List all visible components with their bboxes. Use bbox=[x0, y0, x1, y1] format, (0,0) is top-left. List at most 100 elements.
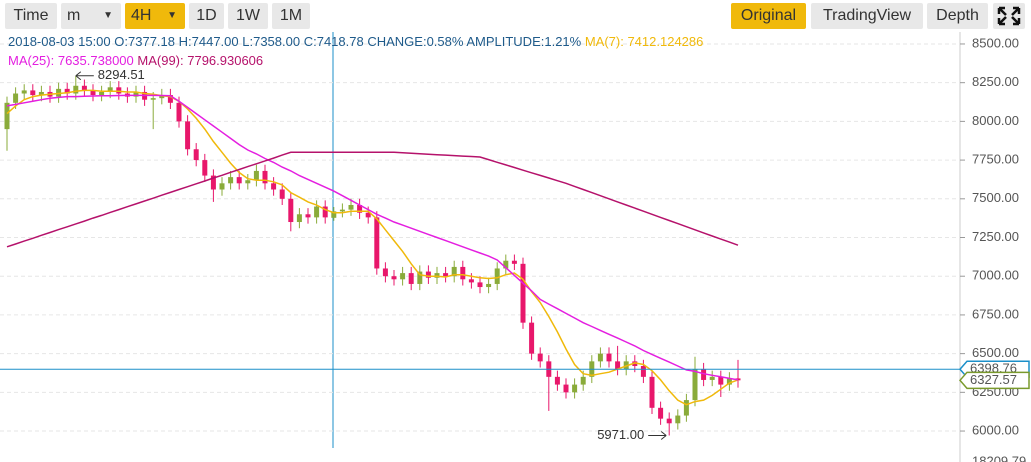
candle-body bbox=[253, 170, 259, 181]
candle-body bbox=[38, 91, 44, 96]
y-tick-label: 8500.00 bbox=[972, 35, 1019, 50]
candle-body bbox=[692, 369, 698, 401]
y-tick-label: 7250.00 bbox=[972, 229, 1019, 244]
candle-body bbox=[597, 353, 603, 362]
candle-body bbox=[374, 217, 380, 269]
candle-body bbox=[133, 91, 139, 97]
candle-body bbox=[563, 384, 569, 393]
info-low: L:7358.00 bbox=[242, 34, 300, 49]
candle-body bbox=[640, 366, 646, 377]
candle-body bbox=[279, 189, 285, 199]
candle-body bbox=[107, 87, 113, 92]
candle-body bbox=[228, 177, 234, 184]
fullscreen-icon bbox=[997, 6, 1021, 26]
fullscreen-button[interactable] bbox=[993, 3, 1025, 29]
candle-body bbox=[202, 160, 208, 176]
candle-body bbox=[460, 266, 466, 280]
button-label: 4H bbox=[131, 7, 152, 24]
candle-body bbox=[606, 353, 612, 362]
y-tick-label: 7500.00 bbox=[972, 190, 1019, 205]
candle-body bbox=[468, 279, 474, 283]
candle-body bbox=[408, 273, 414, 284]
max-label: 8294.51 bbox=[98, 67, 145, 82]
candle-body bbox=[675, 415, 681, 424]
view-button[interactable]: Original bbox=[731, 3, 806, 29]
candle-body bbox=[288, 198, 294, 223]
ma-line bbox=[6, 94, 739, 381]
candle-body bbox=[726, 378, 732, 385]
candle-body bbox=[451, 266, 457, 277]
candle-body bbox=[185, 121, 191, 150]
legend-entry: MA(99): 7796.930606 bbox=[137, 53, 263, 68]
info-open: O:7377.18 bbox=[114, 34, 175, 49]
y-tick-label: 7750.00 bbox=[972, 152, 1019, 167]
candle-body bbox=[701, 369, 707, 380]
candle-body bbox=[236, 177, 242, 184]
candle-body bbox=[176, 102, 182, 122]
candle-body bbox=[90, 90, 96, 96]
candle-body bbox=[718, 376, 724, 385]
min-arrow bbox=[648, 431, 667, 440]
interval-button[interactable]: m ▼ bbox=[61, 3, 121, 29]
info-close: C:7418.78 bbox=[304, 34, 364, 49]
ma-line bbox=[6, 151, 739, 248]
candle-body bbox=[683, 400, 689, 416]
candle-body bbox=[658, 407, 664, 419]
info-change: CHANGE:0.58% bbox=[367, 34, 464, 49]
candle-body bbox=[417, 271, 423, 284]
candle-body bbox=[193, 149, 199, 161]
candle-body bbox=[64, 88, 70, 94]
button-label: m bbox=[67, 7, 81, 24]
candle-body bbox=[391, 276, 397, 280]
view-button[interactable]: Depth bbox=[927, 3, 988, 29]
candle-body bbox=[357, 204, 363, 213]
candle-body bbox=[529, 322, 535, 354]
candle-body bbox=[159, 95, 165, 99]
candle-body bbox=[400, 273, 406, 280]
candle-body bbox=[537, 353, 543, 362]
candle-body bbox=[486, 283, 492, 288]
interval-button[interactable]: 1W bbox=[228, 3, 268, 29]
candle-body bbox=[262, 170, 268, 184]
candle-body bbox=[580, 376, 586, 385]
candle-body bbox=[494, 268, 500, 284]
dropdown-arrow: ▼ bbox=[167, 10, 177, 21]
info-high: H:7447.00 bbox=[179, 34, 239, 49]
y-tick-label: 6500.00 bbox=[972, 345, 1019, 360]
dropdown-arrow: ▼ bbox=[103, 10, 113, 21]
view-button[interactable]: TradingView bbox=[811, 3, 923, 29]
interval-button[interactable]: 1D bbox=[189, 3, 224, 29]
info-line: 2018-08-03 15:00 O:7377.18 H:7447.00 L:7… bbox=[8, 34, 703, 49]
price-label: 6327.57 bbox=[970, 372, 1017, 387]
candle-body bbox=[21, 90, 27, 94]
candle-body bbox=[305, 214, 311, 218]
candle-body bbox=[666, 418, 672, 424]
interval-button[interactable]: 4H ▼ bbox=[125, 3, 185, 29]
volume-axis-label: 18209.79 bbox=[972, 453, 1026, 462]
candle-body bbox=[219, 183, 225, 190]
interval-button[interactable]: Time bbox=[5, 3, 57, 29]
candle-body bbox=[477, 282, 483, 288]
candle-body bbox=[382, 268, 388, 277]
candle-body bbox=[348, 204, 354, 210]
y-tick-label: 8250.00 bbox=[972, 74, 1019, 89]
candle-body bbox=[572, 384, 578, 393]
candle-body bbox=[4, 102, 10, 130]
interval-button[interactable]: 1M bbox=[272, 3, 310, 29]
candle-body bbox=[99, 91, 105, 96]
y-tick-label: 7000.00 bbox=[972, 268, 1019, 283]
legend-entry: MA(7): 7412.124286 bbox=[585, 34, 704, 49]
candle-body bbox=[322, 206, 328, 218]
candle-body bbox=[331, 211, 337, 218]
candle-body bbox=[520, 263, 526, 323]
candle-body bbox=[167, 95, 173, 103]
info-date: 2018-08-03 15:00 bbox=[8, 34, 111, 49]
candle-body bbox=[615, 361, 621, 370]
candle-body bbox=[73, 85, 79, 94]
y-tick-label: 8000.00 bbox=[972, 113, 1019, 128]
candle-body bbox=[150, 98, 156, 100]
candle-body bbox=[30, 90, 36, 96]
ma-legend: MA(25): 7635.738000 MA(99): 7796.930606 bbox=[8, 53, 263, 68]
